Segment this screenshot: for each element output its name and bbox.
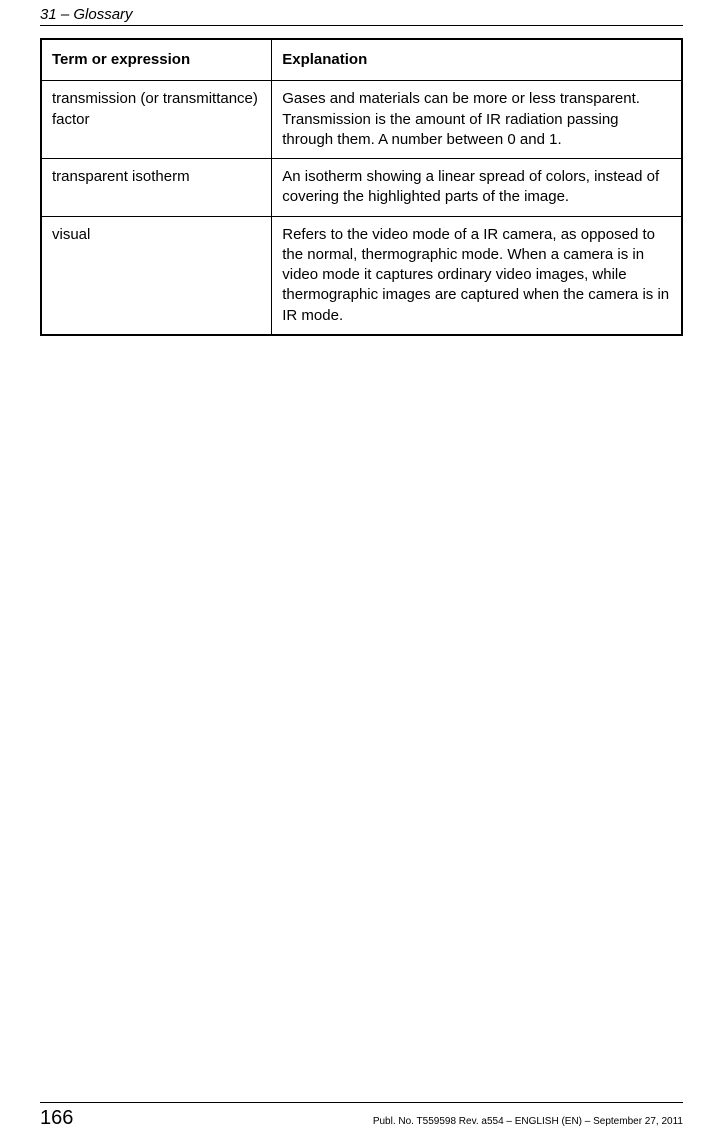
page-number: 166 xyxy=(40,1107,73,1130)
header-section-label: 31 – Glossary xyxy=(40,0,683,25)
glossary-table: Term or expression Explanation transmiss… xyxy=(40,38,683,336)
table-row: visual Refers to the video mode of a IR … xyxy=(41,216,682,335)
table-header-explanation: Explanation xyxy=(272,39,682,81)
publication-info: Publ. No. T559598 Rev. a554 – ENGLISH (E… xyxy=(373,1116,683,1127)
table-header-term: Term or expression xyxy=(41,39,272,81)
table-row: transparent isotherm An isotherm showing… xyxy=(41,159,682,217)
cell-explanation: Gases and materials can be more or less … xyxy=(272,81,682,159)
cell-explanation: An isotherm showing a linear spread of c… xyxy=(272,159,682,217)
footer: 166 Publ. No. T559598 Rev. a554 – ENGLIS… xyxy=(40,1102,683,1130)
footer-rule xyxy=(40,1102,683,1103)
cell-explanation: Refers to the video mode of a IR camera,… xyxy=(272,216,682,335)
header-rule xyxy=(40,25,683,26)
page: 31 – Glossary Term or expression Explana… xyxy=(0,0,723,1146)
cell-term: transparent isotherm xyxy=(41,159,272,217)
table-header-row: Term or expression Explanation xyxy=(41,39,682,81)
cell-term: transmission (or transmittance) factor xyxy=(41,81,272,159)
footer-row: 166 Publ. No. T559598 Rev. a554 – ENGLIS… xyxy=(40,1107,683,1130)
table-row: transmission (or transmittance) factor G… xyxy=(41,81,682,159)
cell-term: visual xyxy=(41,216,272,335)
